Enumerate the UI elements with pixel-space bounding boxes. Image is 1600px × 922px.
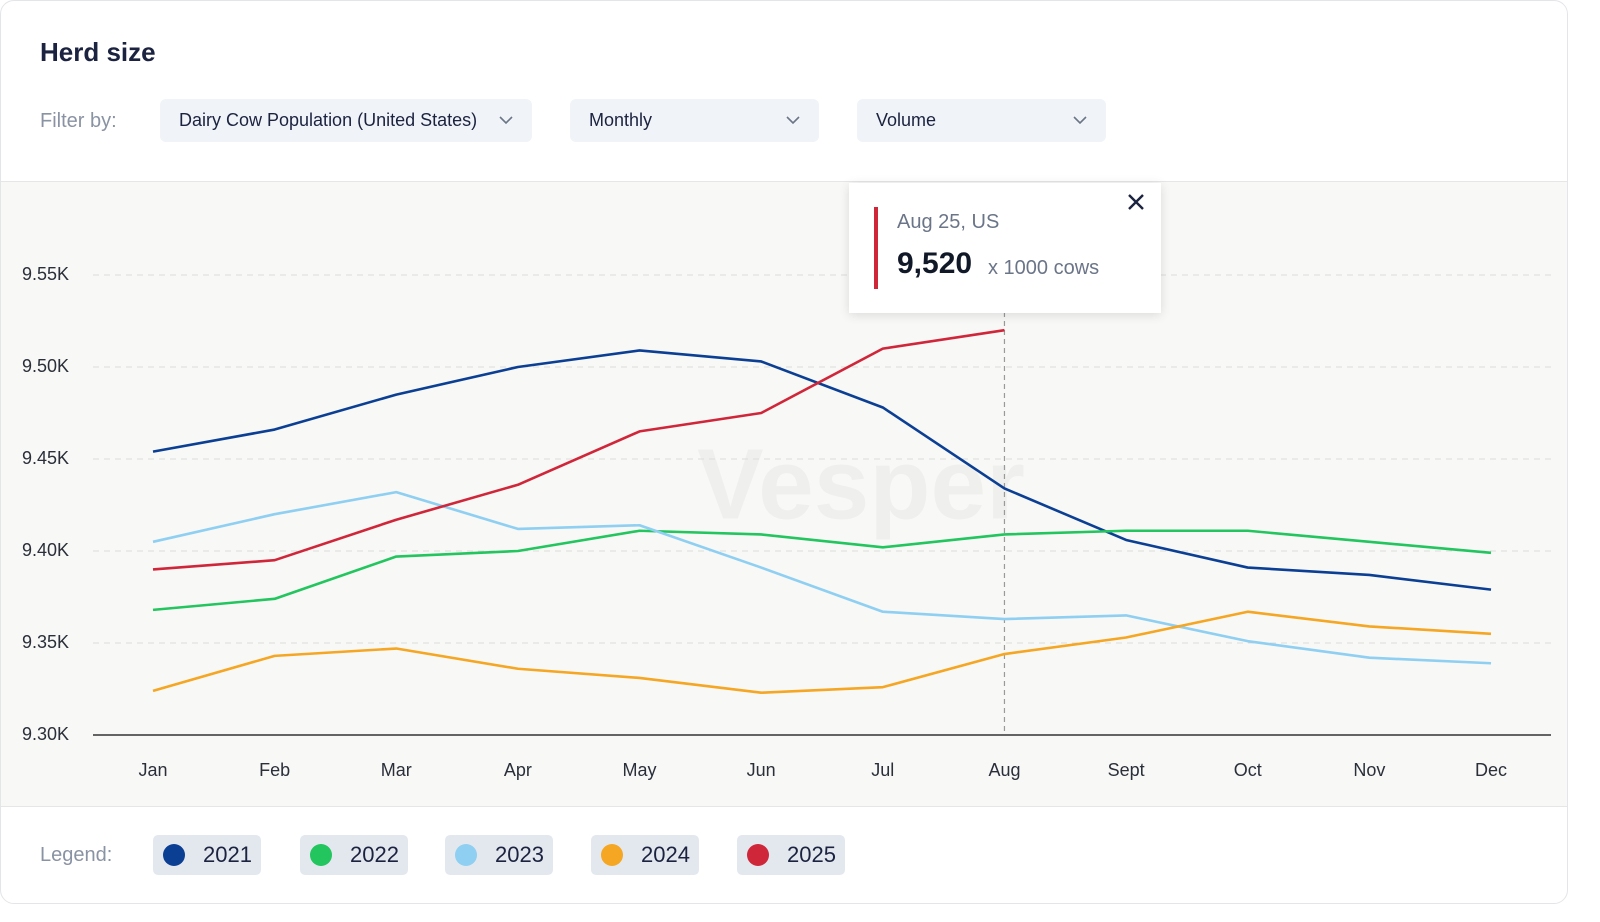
card: Herd size Filter by: Dairy Cow Populatio… <box>0 0 1568 904</box>
x-tick-label: Oct <box>1234 760 1262 780</box>
y-tick-label: 9.30K <box>22 724 69 744</box>
x-tick-label: May <box>623 760 657 780</box>
x-tick-label: Sept <box>1108 760 1145 780</box>
legend-item[interactable]: 2023 <box>445 835 553 875</box>
series-line <box>152 529 1492 612</box>
series-line <box>152 349 1492 591</box>
dropdown-text: Dairy Cow Population (United States) <box>179 110 478 130</box>
legend-item[interactable]: 2022 <box>300 835 408 875</box>
y-tick-label: 9.50K <box>22 356 69 376</box>
legend-text: 2021 <box>203 842 252 867</box>
title: Herd size <box>40 37 156 67</box>
dropdown[interactable]: Dairy Cow Population (United States) <box>160 99 532 142</box>
chart: Vesper 9.30K 9.35K 9.40K 9.45K 9.50K 9.55K Jan… <box>22 264 1551 780</box>
y-tick-label: 9.35K <box>22 632 69 652</box>
chevron <box>1073 116 1087 125</box>
filter-label: Filter by: <box>40 110 117 132</box>
tooltip: Aug 25, US 9,520 x 1000 cows <box>849 183 1161 313</box>
legend-text: 2023 <box>495 842 544 867</box>
x-tick-label: Jul <box>871 760 894 780</box>
dropdown[interactable]: Volume <box>857 99 1106 142</box>
tooltip-bar <box>874 207 878 289</box>
dropdown-text: Monthly <box>589 110 653 130</box>
chevron <box>499 116 513 125</box>
legend-swatch <box>163 844 185 866</box>
x-tick-label: Jan <box>138 760 167 780</box>
chevron <box>786 116 800 125</box>
dropdown-text: Volume <box>876 110 937 130</box>
dropdown[interactable]: Monthly <box>570 99 819 142</box>
legend-text: 2024 <box>641 842 690 867</box>
tooltip-unit: x 1000 cows <box>988 257 1100 279</box>
legend-swatch <box>601 844 623 866</box>
y-tick-label: 9.45K <box>22 448 69 468</box>
x-tick-label: Jun <box>747 760 776 780</box>
series-line <box>152 490 1492 665</box>
chart-area: Vesper 9.30K 9.35K 9.40K 9.45K 9.50K 9.55K Jan… <box>1 181 1567 807</box>
legend-swatch <box>455 844 477 866</box>
tooltip-title: Aug 25, US <box>897 211 1000 233</box>
legend-swatch <box>747 844 769 866</box>
legend-label: Legend: <box>40 844 113 866</box>
x-tick-label: Apr <box>504 760 532 780</box>
y-tick-label: 9.40K <box>22 540 69 560</box>
x-tick-label: Dec <box>1475 760 1507 780</box>
series-line <box>152 610 1492 694</box>
tooltip-value: 9,520 <box>897 247 973 280</box>
legend-item[interactable]: 2021 <box>153 835 261 875</box>
close-button[interactable] <box>1125 191 1147 213</box>
x-tick-label: Aug <box>988 760 1020 780</box>
x-tick-label: Mar <box>381 760 412 780</box>
legend-text: 2022 <box>350 842 399 867</box>
y-tick-label: 9.55K <box>22 264 69 284</box>
legend-text: 2025 <box>787 842 836 867</box>
watermark: Vesper <box>697 428 1025 540</box>
x-tick-label: Nov <box>1353 760 1385 780</box>
legend-swatch <box>310 844 332 866</box>
x-tick-label: Feb <box>259 760 290 780</box>
legend-item[interactable]: 2024 <box>591 835 699 875</box>
series-line <box>152 328 1005 571</box>
legend-item[interactable]: 2025 <box>737 835 845 875</box>
